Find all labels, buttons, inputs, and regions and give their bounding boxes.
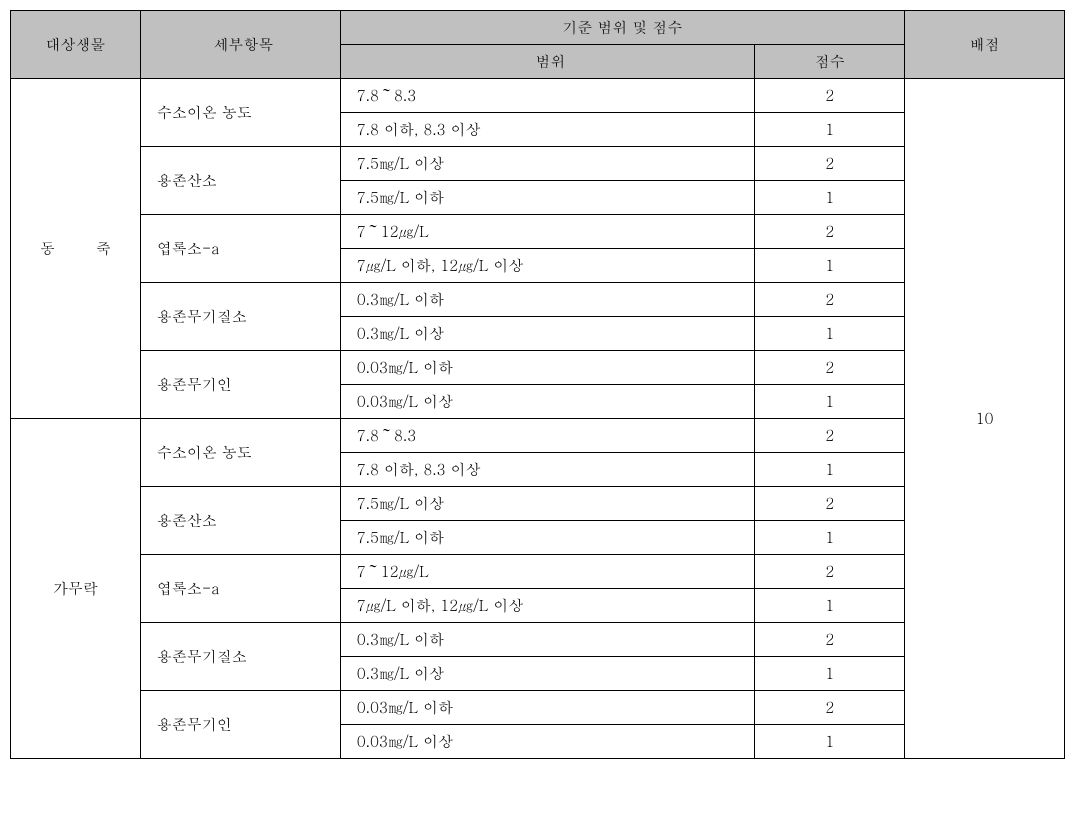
item-cell: 용존무기인 [140, 691, 340, 759]
range-cell: 7.8 이하, 8.3 이상 [340, 453, 755, 487]
range-cell: 7㎍/L 이하, 12㎍/L 이상 [340, 249, 755, 283]
score-cell: 2 [755, 79, 905, 113]
header-row-1: 대상생물 세부항목 기준 범위 및 점수 배점 [11, 11, 1065, 45]
range-cell: 0.3㎎/L 이상 [340, 657, 755, 691]
range-cell: 0.03㎎/L 이상 [340, 385, 755, 419]
range-cell: 7～12㎍/L [340, 555, 755, 589]
range-cell: 7㎍/L 이하, 12㎍/L 이상 [340, 589, 755, 623]
header-range: 범위 [340, 45, 755, 79]
item-cell: 엽록소-a [140, 555, 340, 623]
item-cell: 용존무기인 [140, 351, 340, 419]
item-cell: 용존산소 [140, 487, 340, 555]
range-cell: 7～12㎍/L [340, 215, 755, 249]
score-cell: 2 [755, 691, 905, 725]
header-organism: 대상생물 [11, 11, 141, 79]
score-cell: 1 [755, 113, 905, 147]
range-cell: 0.3㎎/L 이상 [340, 317, 755, 351]
table-header: 대상생물 세부항목 기준 범위 및 점수 배점 범위 점수 [11, 11, 1065, 79]
range-cell: 0.03㎎/L 이상 [340, 725, 755, 759]
header-criteria-group: 기준 범위 및 점수 [340, 11, 904, 45]
allocation-cell: 10 [905, 79, 1065, 759]
score-cell: 1 [755, 453, 905, 487]
item-cell: 수소이온 농도 [140, 419, 340, 487]
range-cell: 7.5㎎/L 이하 [340, 181, 755, 215]
score-cell: 2 [755, 351, 905, 385]
criteria-table: 대상생물 세부항목 기준 범위 및 점수 배점 범위 점수 동 죽수소이온 농도… [10, 10, 1065, 759]
organism-cell: 동 죽 [11, 79, 141, 419]
score-cell: 2 [755, 555, 905, 589]
score-cell: 1 [755, 521, 905, 555]
range-cell: 7.5㎎/L 이상 [340, 147, 755, 181]
table-body: 동 죽수소이온 농도7.8～8.32107.8 이하, 8.3 이상1용존산소7… [11, 79, 1065, 759]
range-cell: 0.03㎎/L 이하 [340, 351, 755, 385]
score-cell: 1 [755, 249, 905, 283]
range-cell: 0.3㎎/L 이하 [340, 623, 755, 657]
score-cell: 2 [755, 215, 905, 249]
score-cell: 2 [755, 147, 905, 181]
range-cell: 0.03㎎/L 이하 [340, 691, 755, 725]
header-score: 점수 [755, 45, 905, 79]
range-cell: 0.3㎎/L 이하 [340, 283, 755, 317]
score-cell: 1 [755, 589, 905, 623]
organism-cell: 가무락 [11, 419, 141, 759]
table-row: 동 죽수소이온 농도7.8～8.3210 [11, 79, 1065, 113]
score-cell: 1 [755, 181, 905, 215]
item-cell: 엽록소-a [140, 215, 340, 283]
item-cell: 용존무기질소 [140, 623, 340, 691]
header-item: 세부항목 [140, 11, 340, 79]
range-cell: 7.8 이하, 8.3 이상 [340, 113, 755, 147]
score-cell: 2 [755, 419, 905, 453]
item-cell: 용존산소 [140, 147, 340, 215]
score-cell: 1 [755, 317, 905, 351]
header-allocation: 배점 [905, 11, 1065, 79]
score-cell: 2 [755, 623, 905, 657]
score-cell: 2 [755, 283, 905, 317]
range-cell: 7.5㎎/L 이상 [340, 487, 755, 521]
range-cell: 7.8～8.3 [340, 419, 755, 453]
score-cell: 2 [755, 487, 905, 521]
item-cell: 수소이온 농도 [140, 79, 340, 147]
item-cell: 용존무기질소 [140, 283, 340, 351]
range-cell: 7.5㎎/L 이하 [340, 521, 755, 555]
score-cell: 1 [755, 725, 905, 759]
score-cell: 1 [755, 657, 905, 691]
range-cell: 7.8～8.3 [340, 79, 755, 113]
score-cell: 1 [755, 385, 905, 419]
